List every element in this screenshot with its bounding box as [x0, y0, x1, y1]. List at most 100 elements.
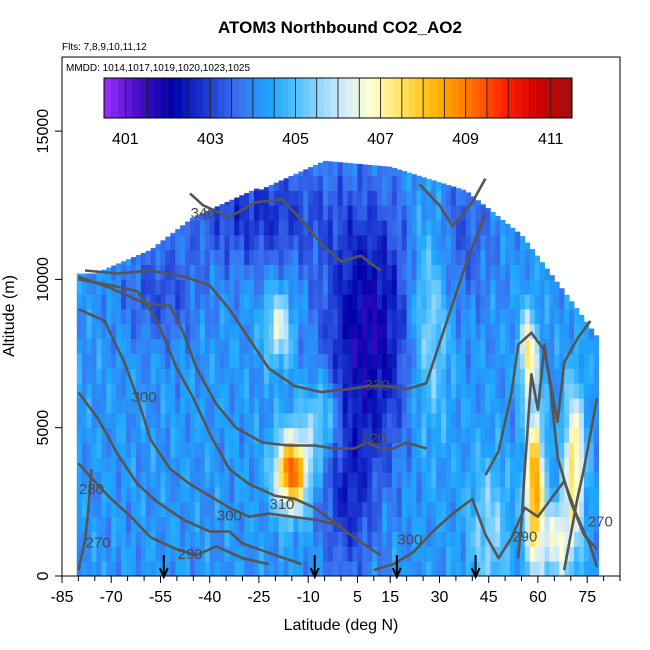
- heat-cell: [455, 309, 462, 325]
- heat-cell: [219, 264, 225, 280]
- heat-cell: [372, 457, 378, 473]
- heat-cell: [421, 338, 427, 354]
- colorbar-strip: [203, 78, 211, 118]
- heat-cell: [524, 442, 531, 458]
- heat-cell: [416, 368, 422, 384]
- heat-cell: [249, 234, 255, 251]
- heat-cell: [514, 294, 521, 310]
- heat-cell: [401, 383, 408, 399]
- heat-cell: [263, 187, 270, 191]
- heat-cell: [219, 531, 225, 547]
- heat-cell: [283, 264, 289, 280]
- heat-cell: [101, 487, 107, 503]
- heat-cell: [229, 220, 235, 236]
- heat-cell: [549, 442, 555, 458]
- heat-cell: [534, 412, 540, 429]
- heat-cell: [421, 234, 427, 251]
- heat-cell: [204, 294, 211, 310]
- heat-cell: [396, 220, 403, 236]
- colorbar-strip: [274, 78, 282, 118]
- heat-cell: [303, 546, 309, 562]
- heat-cell: [106, 442, 112, 458]
- heat-cell: [288, 309, 294, 325]
- heat-cell: [194, 472, 201, 488]
- heat-cell: [480, 249, 486, 265]
- heat-cell: [396, 501, 403, 518]
- heat-cell: [278, 234, 284, 251]
- heat-cell: [362, 323, 368, 340]
- heat-cell: [170, 561, 176, 576]
- heat-cell: [278, 180, 284, 191]
- heat-cell: [111, 309, 117, 325]
- heat-cell: [559, 338, 565, 354]
- heat-cell: [327, 412, 334, 429]
- heat-cell: [505, 442, 511, 458]
- heat-cell: [436, 234, 442, 251]
- heat-cell: [450, 427, 457, 443]
- heat-cell: [145, 398, 152, 414]
- heat-cell: [352, 516, 358, 532]
- heat-cell: [569, 427, 575, 443]
- heat-cell: [91, 457, 97, 473]
- heat-cell: [327, 323, 334, 340]
- heat-cell: [111, 516, 117, 532]
- heat-cell: [298, 234, 304, 251]
- heat-cell: [239, 487, 245, 503]
- heat-cell: [357, 338, 363, 354]
- heat-cell: [298, 175, 304, 191]
- contour-label: 320: [361, 431, 386, 448]
- heat-cell: [106, 398, 112, 414]
- heat-cell: [416, 338, 422, 354]
- heat-cell: [367, 501, 373, 518]
- heat-cell: [505, 546, 511, 562]
- heat-cell: [145, 353, 152, 369]
- heat-cell: [278, 294, 284, 310]
- heat-cell: [362, 412, 368, 429]
- heat-cell: [194, 215, 201, 221]
- heat-cell: [135, 255, 142, 265]
- heat-cell: [293, 338, 299, 354]
- colorbar-strip: [295, 78, 304, 118]
- heat-cell: [234, 353, 240, 369]
- heat-cell: [209, 323, 216, 340]
- heat-cell: [219, 427, 225, 443]
- heat-cell: [475, 353, 481, 369]
- heat-cell: [470, 516, 476, 532]
- heat-cell: [332, 234, 339, 251]
- heat-cell: [406, 427, 412, 443]
- heat-cell: [126, 294, 132, 310]
- heat-cell: [357, 190, 363, 206]
- heat-cell: [391, 220, 398, 236]
- heat-cell: [258, 398, 265, 414]
- heat-cell: [268, 220, 275, 236]
- heat-cell: [396, 412, 403, 429]
- heat-cell: [357, 398, 363, 414]
- heat-cell: [101, 546, 107, 562]
- heat-cell: [495, 398, 501, 414]
- heat-cell: [273, 190, 280, 206]
- contour-label: 290: [512, 528, 537, 545]
- heat-cell: [578, 531, 585, 547]
- heat-cell: [337, 442, 344, 458]
- colorbar-strip: [359, 78, 367, 118]
- heat-cell: [406, 190, 412, 206]
- heat-cell: [391, 353, 398, 369]
- heat-cell: [342, 501, 348, 518]
- heat-cell: [367, 164, 373, 177]
- heat-cell: [465, 264, 472, 280]
- heat-cell: [175, 487, 181, 503]
- contour-label: 330: [365, 377, 390, 394]
- heat-cell: [465, 457, 472, 473]
- heat-cell: [293, 457, 299, 473]
- heat-cell: [421, 249, 427, 265]
- heat-cell: [588, 501, 595, 518]
- heat-cell: [495, 487, 501, 503]
- heat-cell: [190, 323, 196, 340]
- heat-cell: [529, 561, 536, 576]
- heat-cell: [490, 264, 496, 280]
- heat-cell: [278, 516, 284, 532]
- heat-cell: [91, 279, 97, 295]
- heat-cell: [524, 398, 531, 414]
- heat-cell: [190, 309, 196, 325]
- heat-cell: [239, 309, 245, 325]
